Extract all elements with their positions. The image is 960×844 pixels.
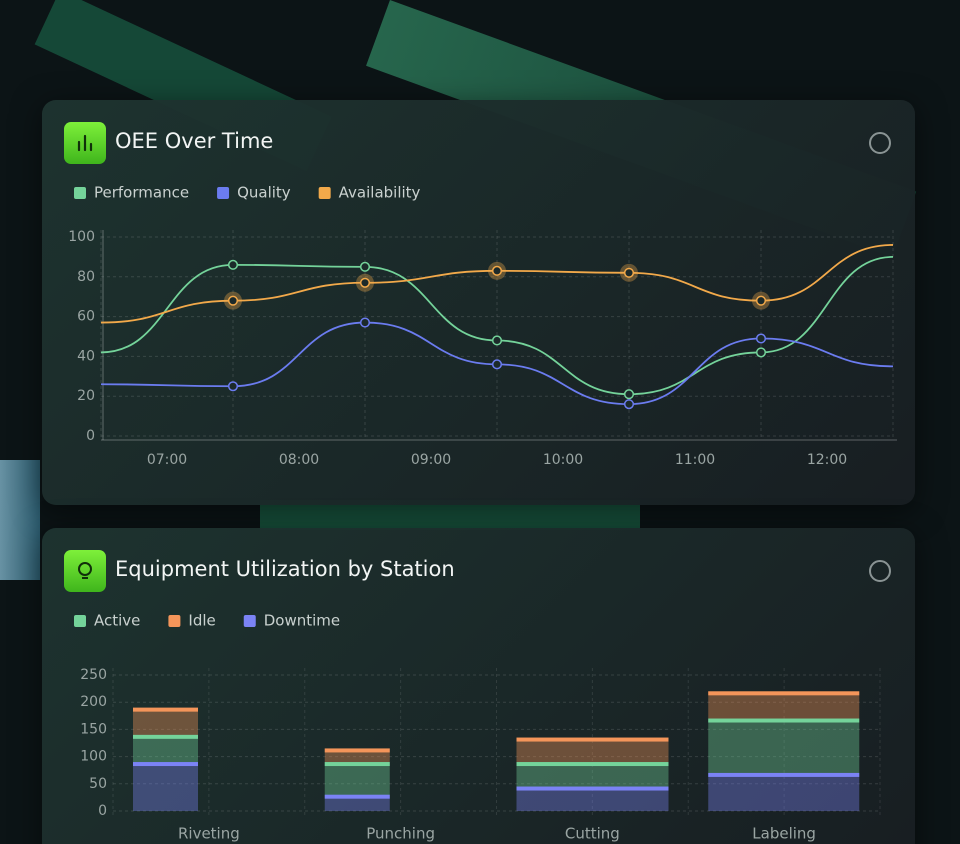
bar-segment [324,794,390,811]
x-tick-label: Riveting [178,825,240,843]
data-point [359,277,371,288]
chart-icon [64,122,106,164]
bar-segment [516,762,669,787]
bar-segment-cap [708,772,860,777]
y-tick-label: 0 [86,428,95,444]
legend-swatch [217,187,230,199]
data-point [755,347,767,358]
bar-segment-cap [324,762,390,767]
legend-label: Idle [188,612,215,630]
data-point [227,295,239,306]
legend-label: Availability [339,184,421,202]
x-tick-label: 12:00 [807,452,847,468]
data-point [227,259,239,270]
x-tick-label: Punching [366,825,435,843]
x-tick-label: Labeling [752,825,816,843]
legend-label: Active [94,612,140,630]
bar-segment-cap [133,762,198,767]
y-tick-label: 50 [89,776,107,792]
y-tick-label: 100 [68,229,95,245]
x-tick-label: 10:00 [543,452,583,468]
bar-segment-cap [516,786,669,791]
bar-segment [133,707,198,735]
y-tick-label: 20 [77,388,95,404]
legend-swatch [243,615,256,627]
y-tick-label: 40 [77,348,95,364]
bar-segment-cap [324,794,390,799]
legend-swatch [74,187,86,199]
data-point [227,381,239,392]
x-tick-label: 08:00 [279,452,319,468]
data-point [491,265,503,276]
utilization-card: Equipment Utilization by Station [42,528,915,844]
y-tick-label: 60 [77,309,95,325]
y-tick-label: 250 [80,667,107,683]
legend-swatch [318,187,331,199]
info-button[interactable] [869,132,891,154]
x-tick-label: Cutting [565,825,620,843]
y-tick-label: 200 [80,694,107,710]
bar-segment [133,762,198,811]
bar-segment-cap [133,734,198,739]
background-streak [0,460,40,580]
data-point [359,261,371,272]
legend-swatch [74,615,86,627]
y-tick-label: 100 [80,749,107,765]
bar-segment-cap [324,748,390,753]
data-point [623,389,635,400]
legend-label: Downtime [264,612,340,630]
y-tick-label: 150 [80,721,107,737]
background-streak [260,500,640,530]
bar-segment-cap [516,762,669,767]
bar-segment-cap [133,707,198,712]
data-point [491,359,503,370]
chart-icon [64,550,106,592]
bar-segment [133,734,198,763]
bar-segment [708,718,860,773]
info-button[interactable] [869,560,891,582]
data-point [359,317,371,328]
bar-segment-cap [516,737,669,742]
y-tick-label: 0 [98,803,107,819]
legend-label: Performance [94,184,189,202]
card-title: OEE Over Time [115,129,274,153]
legend-label: Quality [237,184,291,202]
icon-glyph [78,562,92,579]
legend-swatch [168,615,181,627]
data-point [755,333,767,344]
x-tick-label: 09:00 [411,452,451,468]
data-point [623,267,635,278]
x-tick-label: 07:00 [147,452,187,468]
bar-segment [516,737,669,763]
icon-glyph [77,134,93,152]
bar-segment-cap [708,691,860,696]
y-tick-label: 80 [77,269,95,285]
card-title: Equipment Utilization by Station [115,557,455,581]
data-point [491,335,503,346]
bar-segment [708,691,860,719]
oee-card: OEE Over Time [42,100,915,505]
bar-segment [516,786,669,811]
data-point [623,399,635,410]
data-point [755,295,767,306]
bar-segment-cap [708,718,860,723]
bar-segment [324,762,390,795]
bar-segment [708,772,860,811]
x-tick-label: 11:00 [675,452,715,468]
